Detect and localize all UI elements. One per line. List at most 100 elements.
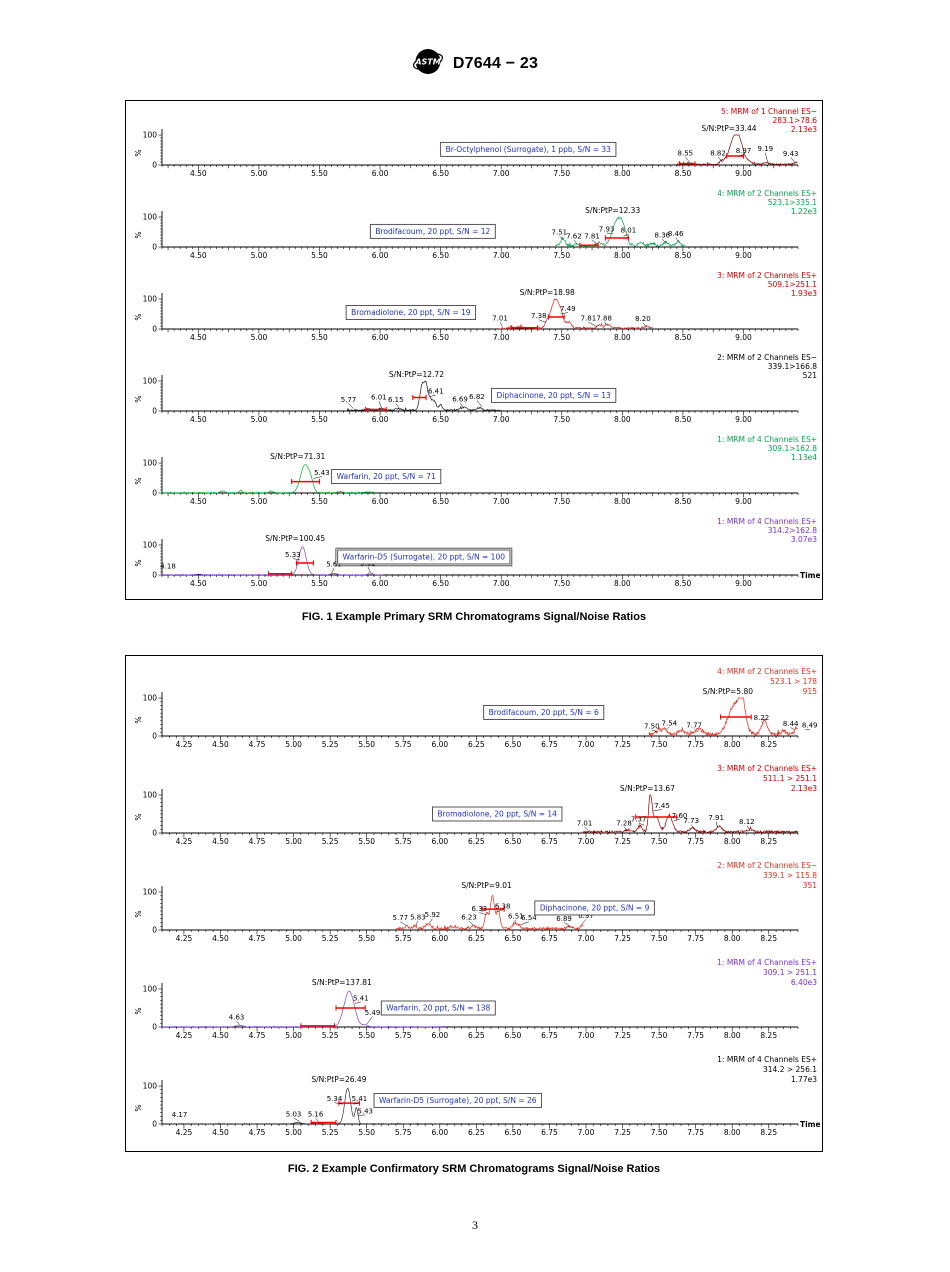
channel-info-line: 314.2 > 256.1 <box>763 1065 817 1074</box>
x-tick-label: 7.50 <box>553 415 570 424</box>
x-tick-label: 6.50 <box>505 740 522 749</box>
y-axis-unit: % <box>134 149 143 156</box>
sn-ptp-label: S/N:PtP=12.33 <box>585 206 640 215</box>
x-tick-label: 7.00 <box>578 1031 595 1040</box>
x-tick-label: 5.50 <box>358 740 375 749</box>
retention-time-label: 7.51 <box>552 228 568 236</box>
retention-time-label: 5.77 <box>341 396 357 404</box>
channel-info-line: 339.1 > 115.8 <box>763 871 817 880</box>
x-tick-label: 5.50 <box>358 934 375 943</box>
peak-annotations: 5.77 6.01 6.15 6.41 6.69 6.82 <box>341 388 485 409</box>
x-tick-label: 9.00 <box>735 251 752 260</box>
retention-time-label: 8.12 <box>739 818 755 826</box>
x-tick-label: 6.25 <box>468 1128 485 1137</box>
channel-info: 1: MRM of 4 Channels ES+309.1>162.81.13e… <box>717 435 817 462</box>
x-tick-label: 7.00 <box>493 579 510 588</box>
retention-time-label: 7.37 <box>631 816 647 824</box>
x-tick-label: 4.50 <box>190 497 207 506</box>
x-tick-label: 7.00 <box>578 837 595 846</box>
x-tick-label: 8.00 <box>724 934 741 943</box>
chromatogram-panel-br-octylphenol: 4.50 5.00 5.50 6.00 6.50 7.00 7.50 8.00 8.50 9.00… <box>134 107 817 178</box>
trace <box>161 546 383 576</box>
retention-time-label: 9.19 <box>757 145 773 153</box>
x-tick-label: 6.75 <box>541 837 558 846</box>
x-tick-label: 5.50 <box>311 579 328 588</box>
y-axis-unit: % <box>134 1104 143 1111</box>
axes: 4.25 4.50 4.75 5.00 5.25 5.50 5.75 6.00 6.25 6.50… <box>134 983 799 1040</box>
compound-label: Warfarin, 20 ppt, S/N = 138 <box>386 1004 490 1013</box>
x-tick-label: 7.50 <box>553 333 570 342</box>
channel-info-line: 283.1>78.6 <box>773 116 818 125</box>
x-tick-label: 7.75 <box>687 934 704 943</box>
x-tick-label: 5.50 <box>311 169 328 178</box>
retention-time-label: 5.77 <box>393 914 409 922</box>
retention-time-label: 7.01 <box>492 315 508 323</box>
peak-annotations: 4.63 5.41 5.49 <box>229 994 381 1026</box>
retention-time-label: 5.49 <box>365 1009 381 1017</box>
channel-info-line: 1: MRM of 4 Channels ES+ <box>717 517 817 526</box>
retention-time-label: 7.77 <box>686 722 702 730</box>
retention-time-label: 5.33 <box>285 551 301 559</box>
retention-time-label: 8.55 <box>678 149 694 157</box>
x-tick-label: 8.50 <box>675 415 692 424</box>
retention-time-label: 6.33 <box>471 905 487 913</box>
x-tick-label: 4.50 <box>190 579 207 588</box>
chromatogram-panel-bromadiolone: 4.50 5.00 5.50 6.00 6.50 7.00 7.50 8.00 8.50 9.00… <box>134 271 817 342</box>
x-tick-label: 8.25 <box>760 934 777 943</box>
astm-logo: ASTM <box>412 48 444 80</box>
channel-info-line: 4: MRM of 2 Channels ES+ <box>717 667 817 676</box>
channel-info-line: 2: MRM of 2 Channels ES− <box>717 353 817 362</box>
retention-time-label: 6.38 <box>495 903 511 911</box>
retention-time-label: 6.89 <box>556 915 572 923</box>
retention-time-label: 5.83 <box>410 913 426 921</box>
x-tick-label: 6.50 <box>505 934 522 943</box>
channel-info-line: 1: MRM of 4 Channels ES+ <box>717 958 817 967</box>
retention-time-label: 7.73 <box>683 817 699 825</box>
x-tick-label: 7.00 <box>493 333 510 342</box>
x-tick-label: 4.50 <box>190 333 207 342</box>
y-axis-unit: % <box>134 716 143 723</box>
x-tick-label: 8.50 <box>675 251 692 260</box>
x-tick-label: 8.25 <box>760 1128 777 1137</box>
x-tick-label: 4.25 <box>176 1031 193 1040</box>
y-tick-100: 100 <box>143 213 158 222</box>
channel-info-line: 351 <box>803 881 818 890</box>
channel-info-line: 2: MRM of 2 Channels ES− <box>717 861 817 870</box>
x-tick-label: 6.00 <box>372 333 389 342</box>
y-tick-100: 100 <box>143 295 158 304</box>
chromatogram-panel-brodifacoum-confirm: 4.25 4.50 4.75 5.00 5.25 5.50 5.75 6.00 6.25 6.50… <box>134 667 818 749</box>
signal-noise-markers <box>300 1005 366 1029</box>
axes: 4.25 4.50 4.75 5.00 5.25 5.50 5.75 6.00 6.25 6.50… <box>134 886 799 943</box>
y-axis-unit: % <box>134 477 143 484</box>
x-tick-label: 5.00 <box>251 169 268 178</box>
x-tick-label: 9.00 <box>735 169 752 178</box>
x-tick-label: 8.50 <box>675 579 692 588</box>
retention-time-label: 7.45 <box>654 802 670 810</box>
x-tick-label: 4.75 <box>249 934 266 943</box>
x-tick-label: 6.50 <box>505 1031 522 1040</box>
retention-time-label: 7.62 <box>566 233 582 241</box>
peak-annotations: 4.17 5.03 5.165.34 5.41 5.43 <box>172 1095 373 1122</box>
page-number: 3 <box>472 1218 478 1232</box>
x-tick-label: 6.50 <box>432 497 449 506</box>
channel-info-line: 915 <box>803 687 818 696</box>
signal-noise-markers <box>481 906 505 912</box>
axes: 4.50 5.00 5.50 6.00 6.50 7.00 7.50 8.00 8.50 9.00… <box>134 375 799 424</box>
x-tick-label: 4.50 <box>212 1031 229 1040</box>
chromatogram-panel-diphacinone: 4.50 5.00 5.50 6.00 6.50 7.00 7.50 8.00 8.50 9.00… <box>134 353 817 424</box>
signal-noise-markers <box>635 814 678 820</box>
compound-label: Bromadiolone, 20 ppt, S/N = 14 <box>437 810 557 819</box>
trace <box>648 697 798 737</box>
retention-time-label: 4.17 <box>172 1111 188 1119</box>
x-tick-label: 6.00 <box>431 1128 448 1137</box>
trace <box>582 794 798 835</box>
channel-info: 5: MRM of 1 Channel ES−283.1>78.62.13e3 <box>721 107 817 134</box>
compound-label-box: Diphacinone, 20 ppt, S/N = 13 <box>491 387 617 403</box>
x-tick-label: 5.00 <box>251 579 268 588</box>
y-tick-100: 100 <box>143 459 158 468</box>
compound-label-box: Bromadiolone, 20 ppt, S/N = 14 <box>432 806 563 822</box>
trace <box>395 894 584 931</box>
retention-time-label: 7.28 <box>616 819 632 827</box>
x-tick-label: 4.50 <box>212 837 229 846</box>
